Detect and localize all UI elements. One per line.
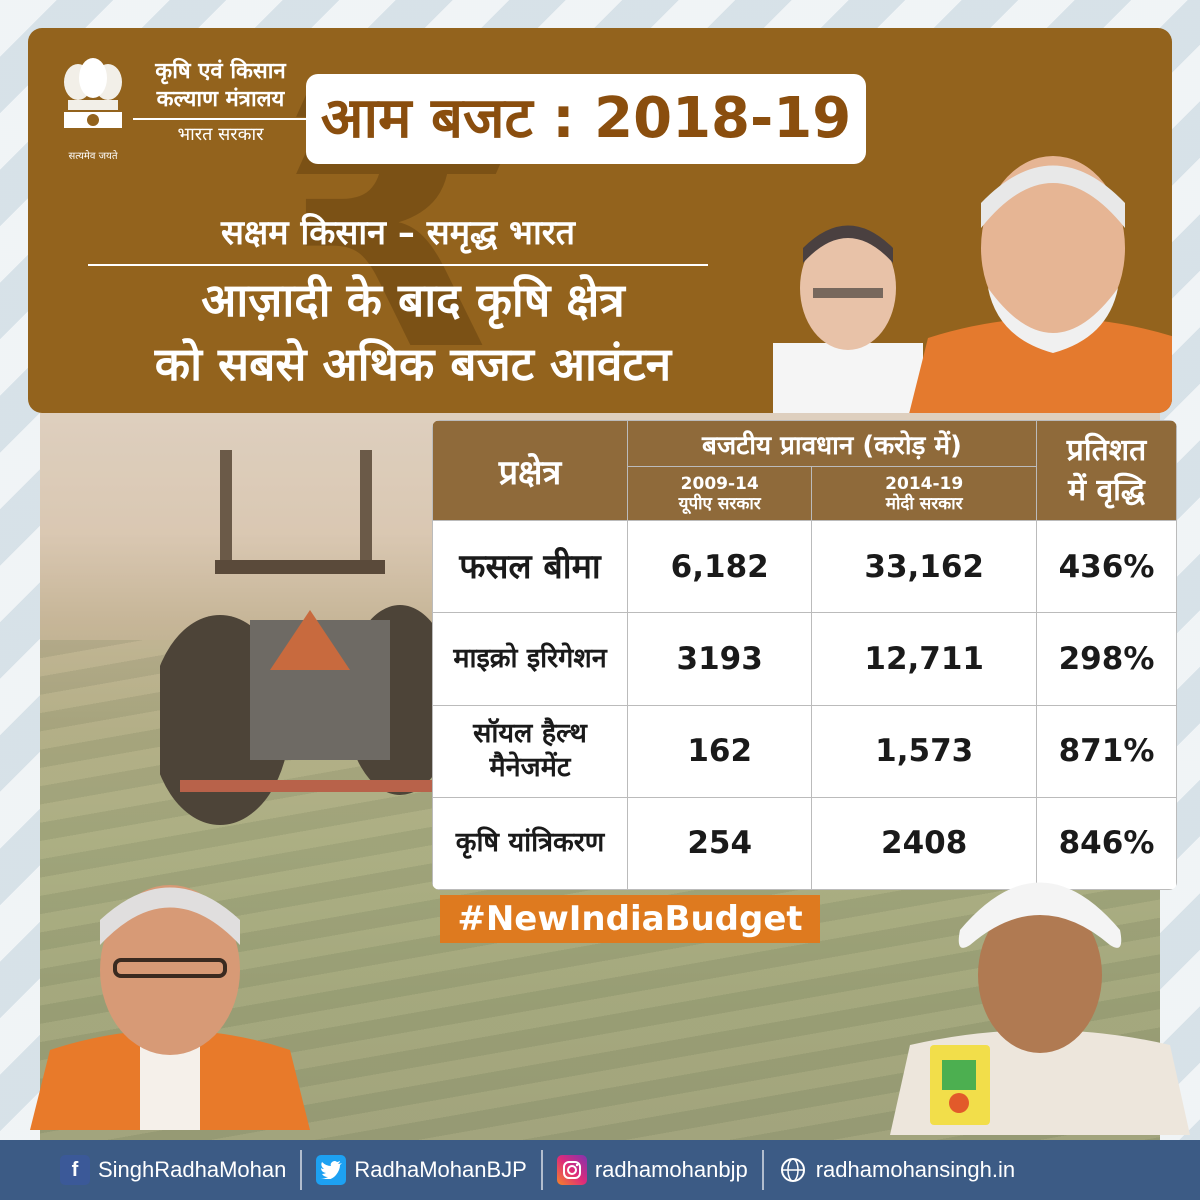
row-sector: कृषि यांत्रिकरण xyxy=(432,796,628,890)
facebook-icon: f xyxy=(60,1155,90,1185)
row-growth-value: 298% xyxy=(1036,612,1177,706)
row-sector: माइक्रो इरिगेशन xyxy=(432,612,628,706)
row-modi-value: 1,573 xyxy=(811,704,1037,798)
ministry-line-3: भारत सरकार xyxy=(133,118,308,148)
row-upa-value: 254 xyxy=(626,796,813,890)
row-upa-value: 3193 xyxy=(626,612,813,706)
header-modi: 2014-19 मोदी सरकार xyxy=(811,466,1037,522)
table-row: माइक्रो इरिगेशन 3193 12,711 298% xyxy=(432,612,1177,706)
instagram-icon xyxy=(556,1155,587,1185)
hashtag-badge: #NewIndiaBudget xyxy=(440,895,820,943)
row-growth-value: 871% xyxy=(1036,704,1177,798)
header-growth-line-2: में वृद्धि xyxy=(1068,472,1145,508)
budget-table-grid: प्रक्षेत्र बजटीय प्रावधान (करोड़ में) प्… xyxy=(432,420,1177,890)
person-portrait-bottom-right xyxy=(890,882,1190,1135)
row-sector-line-1: सॉयल हैल्थ xyxy=(473,718,587,750)
header-sector: प्रक्षेत्र xyxy=(432,420,628,522)
twitter-handle[interactable]: RadhaMohanBJP xyxy=(354,1157,527,1182)
header-upa: 2009-14 यूपीए सरकार xyxy=(626,466,813,522)
row-upa-value: 6,182 xyxy=(626,520,813,614)
tractor-illustration xyxy=(160,450,460,825)
website-url[interactable]: radhamohansingh.in xyxy=(815,1157,1016,1182)
footer-instagram[interactable]: radhamohanbjp xyxy=(556,1155,748,1185)
row-growth-value: 436% xyxy=(1036,520,1177,614)
table-row: कृषि यांत्रिकरण 254 2408 846% xyxy=(432,796,1177,890)
person-portrait-bottom-left xyxy=(30,885,310,1130)
header-growth-line-1: प्रतिशत xyxy=(1066,432,1147,468)
row-sector-line-2: मैनेजमेंट xyxy=(489,752,571,784)
header-upa-period: 2009-14 xyxy=(680,473,759,494)
row-modi-value: 33,162 xyxy=(811,520,1037,614)
headline-line-2: को सबसे अथिक बजट आवंटन xyxy=(154,337,672,391)
ministry-line-1: कृषि एवं किसान xyxy=(155,59,286,84)
national-emblem-icon xyxy=(64,58,122,128)
footer-facebook[interactable]: f SinghRadhaMohan xyxy=(60,1155,286,1185)
facebook-handle[interactable]: SinghRadhaMohan xyxy=(98,1157,287,1182)
emblem-caption: सत्यमेव जयते xyxy=(68,151,118,162)
table-row: सॉयल हैल्थ मैनेजमेंट 162 1,573 871% xyxy=(432,704,1177,798)
header-growth: प्रतिशत में वृद्धि xyxy=(1036,420,1177,522)
row-sector: सॉयल हैल्थ मैनेजमेंट xyxy=(432,704,628,798)
header-budget: बजटीय प्रावधान (करोड़ में) xyxy=(627,420,1037,468)
headline: आज़ादी के बाद कृषि क्षेत्र को सबसे अथिक … xyxy=(88,268,738,396)
footer-divider xyxy=(540,1150,543,1190)
budget-table: प्रक्षेत्र बजटीय प्रावधान (करोड़ में) प्… xyxy=(432,420,1177,890)
footer-website[interactable]: radhamohansingh.in xyxy=(778,1155,1015,1185)
header-modi-period: 2014-19 xyxy=(885,473,964,494)
twitter-icon xyxy=(316,1155,347,1185)
ministry-name: कृषि एवं किसान कल्याण मंत्रालय भारत सरका… xyxy=(133,58,308,148)
instagram-handle[interactable]: radhamohanbjp xyxy=(594,1157,748,1182)
table-row: फसल बीमा 6,182 33,162 436% xyxy=(432,520,1177,614)
header-panel: ₹ सत्यमेव जयते कृषि एवं किसान कल्याण मंत… xyxy=(28,28,1172,413)
row-upa-value: 162 xyxy=(626,704,813,798)
header-upa-gov: यूपीए सरकार xyxy=(678,493,761,514)
person-portrait-right xyxy=(909,156,1172,413)
row-modi-value: 2408 xyxy=(811,796,1037,890)
tagline: सक्षम किसान – समृद्ध भारत xyxy=(88,208,708,266)
header-modi-gov: मोदी सरकार xyxy=(885,493,963,514)
headline-line-1: आज़ादी के बाद कृषि क्षेत्र xyxy=(201,273,625,327)
page-title: आम बजट : 2018-19 xyxy=(306,74,866,164)
footer-divider xyxy=(300,1150,303,1190)
globe-icon xyxy=(778,1155,808,1185)
row-growth-value: 846% xyxy=(1036,796,1177,890)
row-sector: फसल बीमा xyxy=(432,520,628,614)
row-modi-value: 12,711 xyxy=(811,612,1037,706)
ministry-line-2: कल्याण मंत्रालय xyxy=(156,87,285,112)
footer-twitter[interactable]: RadhaMohanBJP xyxy=(316,1155,527,1185)
footer-divider xyxy=(761,1150,764,1190)
person-portrait-left xyxy=(773,225,923,413)
footer-bar: f SinghRadhaMohan RadhaMohanBJP radhamoh… xyxy=(0,1140,1200,1200)
